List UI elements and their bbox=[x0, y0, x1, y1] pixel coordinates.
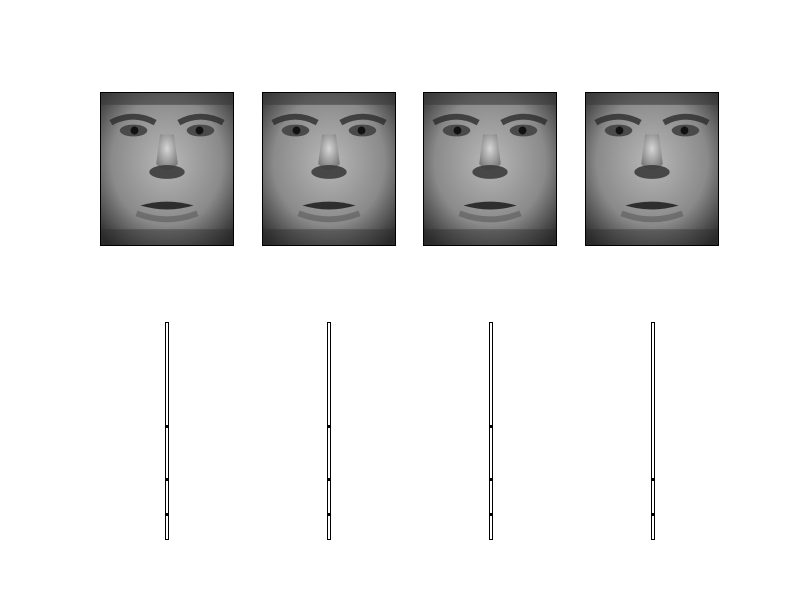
face-portrait-graphic bbox=[424, 93, 556, 245]
face-portrait-graphic bbox=[586, 93, 718, 245]
vertical-strip-2 bbox=[327, 322, 331, 540]
strip-tick-mark bbox=[651, 513, 655, 516]
vertical-strip-4 bbox=[651, 322, 655, 540]
strip-tick-mark bbox=[327, 478, 331, 481]
strip-tick-mark bbox=[165, 425, 169, 428]
strip-tick-mark bbox=[165, 478, 169, 481]
strip-tick-mark bbox=[327, 513, 331, 516]
strip-tick-mark bbox=[165, 513, 169, 516]
strip-tick-mark bbox=[489, 425, 493, 428]
vertical-strip-3 bbox=[489, 322, 493, 540]
strip-tick-mark bbox=[651, 478, 655, 481]
face-image-1 bbox=[100, 92, 234, 246]
strip-tick-mark bbox=[327, 425, 331, 428]
vertical-strip-1 bbox=[165, 322, 169, 540]
strip-tick-mark bbox=[489, 478, 493, 481]
face-image-3 bbox=[423, 92, 557, 246]
face-portrait-graphic bbox=[263, 93, 395, 245]
face-image-2 bbox=[262, 92, 396, 246]
face-portrait-graphic bbox=[101, 93, 233, 245]
strip-tick-mark bbox=[489, 513, 493, 516]
face-image-4 bbox=[585, 92, 719, 246]
